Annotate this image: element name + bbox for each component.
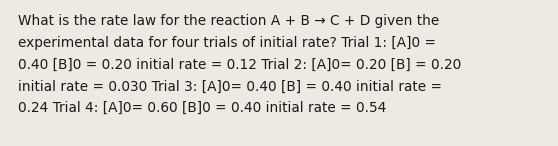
- Text: What is the rate law for the reaction A + B → C + D given the: What is the rate law for the reaction A …: [18, 14, 439, 28]
- Text: 0.24 Trial 4: [A]0= 0.60 [B]0 = 0.40 initial rate = 0.54: 0.24 Trial 4: [A]0= 0.60 [B]0 = 0.40 ini…: [18, 101, 386, 115]
- Text: experimental data for four trials of initial rate? Trial 1: [A]0 =: experimental data for four trials of ini…: [18, 36, 436, 50]
- Text: 0.40 [B]0 = 0.20 initial rate = 0.12 Trial 2: [A]0= 0.20 [B] = 0.20: 0.40 [B]0 = 0.20 initial rate = 0.12 Tri…: [18, 58, 461, 72]
- Text: initial rate = 0.030 Trial 3: [A]0= 0.40 [B] = 0.40 initial rate =: initial rate = 0.030 Trial 3: [A]0= 0.40…: [18, 79, 442, 93]
